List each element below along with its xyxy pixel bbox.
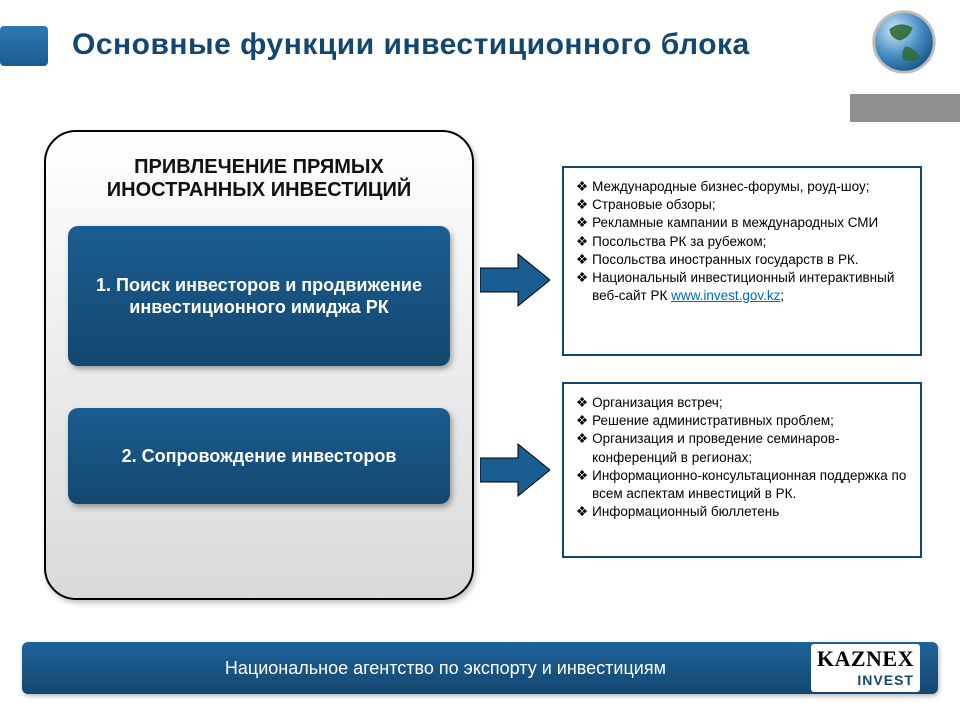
diamond-bullet-icon: ❖ <box>576 196 588 214</box>
arrow-1 <box>480 252 550 308</box>
logo-top: KAZNEX <box>817 646 914 672</box>
block-2: 2. Сопровождение инвесторов <box>68 408 450 504</box>
diamond-bullet-icon: ❖ <box>576 251 588 269</box>
bullet-text: Посольства РК за рубежом; <box>592 233 766 251</box>
bullet-text: Информационный бюллетень <box>592 503 779 521</box>
details-1: ❖Международные бизнес-форумы, роуд-шоу;❖… <box>562 166 922 356</box>
diamond-bullet-icon: ❖ <box>576 269 588 287</box>
corner-accent <box>0 26 48 66</box>
bullet-item: ❖Решение административных проблем; <box>576 412 908 430</box>
side-grey-bar <box>850 94 960 122</box>
bullet-item: ❖Национальный инвестиционный интерактивн… <box>576 269 908 305</box>
diamond-bullet-icon: ❖ <box>576 503 588 521</box>
footer-bar: Национальное агентство по экспорту и инв… <box>22 642 938 694</box>
bullet-text: Посольства иностранных государств в РК. <box>592 251 859 269</box>
main-panel: ПРИВЛЕЧЕНИЕ ПРЯМЫХ ИНОСТРАННЫХ ИНВЕСТИЦИ… <box>44 130 474 600</box>
footer-text: Национальное агентство по экспорту и инв… <box>80 658 811 679</box>
logo-sub: INVEST <box>817 672 914 688</box>
diamond-bullet-icon: ❖ <box>576 394 588 412</box>
diamond-bullet-icon: ❖ <box>576 214 588 232</box>
diamond-bullet-icon: ❖ <box>576 467 588 485</box>
bullet-text: Информационно-консультационная поддержка… <box>592 467 908 503</box>
bullet-text: Национальный инвестиционный интерактивны… <box>592 269 908 305</box>
bullet-text: Страновые обзоры; <box>592 196 716 214</box>
bullet-item: ❖Посольства иностранных государств в РК. <box>576 251 908 269</box>
diamond-bullet-icon: ❖ <box>576 430 588 448</box>
bullet-text: Решение административных проблем; <box>592 412 834 430</box>
bullet-text: Международные бизнес-форумы, роуд-шоу; <box>592 178 869 196</box>
globe-icon <box>868 6 940 78</box>
details-2: ❖Организация встреч;❖Решение администрат… <box>562 382 922 558</box>
invest-link[interactable]: www.invest.gov.kz <box>671 288 780 303</box>
bullet-item: ❖Посольства РК за рубежом; <box>576 233 908 251</box>
bullet-item: ❖Организация и проведение семинаров-конф… <box>576 430 908 466</box>
bullet-text: Рекламные кампании в международных СМИ <box>592 214 878 232</box>
diamond-bullet-icon: ❖ <box>576 233 588 251</box>
bullet-item: ❖Организация встреч; <box>576 394 908 412</box>
arrow-2 <box>480 442 550 498</box>
bullet-item: ❖Страновые обзоры; <box>576 196 908 214</box>
block-1: 1. Поиск инвесторов и продвижение инвест… <box>68 226 450 366</box>
bullet-item: ❖Информационный бюллетень <box>576 503 908 521</box>
bullet-text: Организация и проведение семинаров-конфе… <box>592 430 908 466</box>
slide-title: Основные функции инвестиционного блока <box>72 28 750 62</box>
bullet-item: ❖Информационно-консультационная поддержк… <box>576 467 908 503</box>
diamond-bullet-icon: ❖ <box>576 178 588 196</box>
footer-logo: KAZNEX INVEST <box>811 644 920 692</box>
bullet-item: ❖Международные бизнес-форумы, роуд-шоу; <box>576 178 908 196</box>
panel-heading: ПРИВЛЕЧЕНИЕ ПРЯМЫХ ИНОСТРАННЫХ ИНВЕСТИЦИ… <box>68 156 450 202</box>
diamond-bullet-icon: ❖ <box>576 412 588 430</box>
bullet-item: ❖Рекламные кампании в международных СМИ <box>576 214 908 232</box>
bullet-text: Организация встреч; <box>592 394 722 412</box>
